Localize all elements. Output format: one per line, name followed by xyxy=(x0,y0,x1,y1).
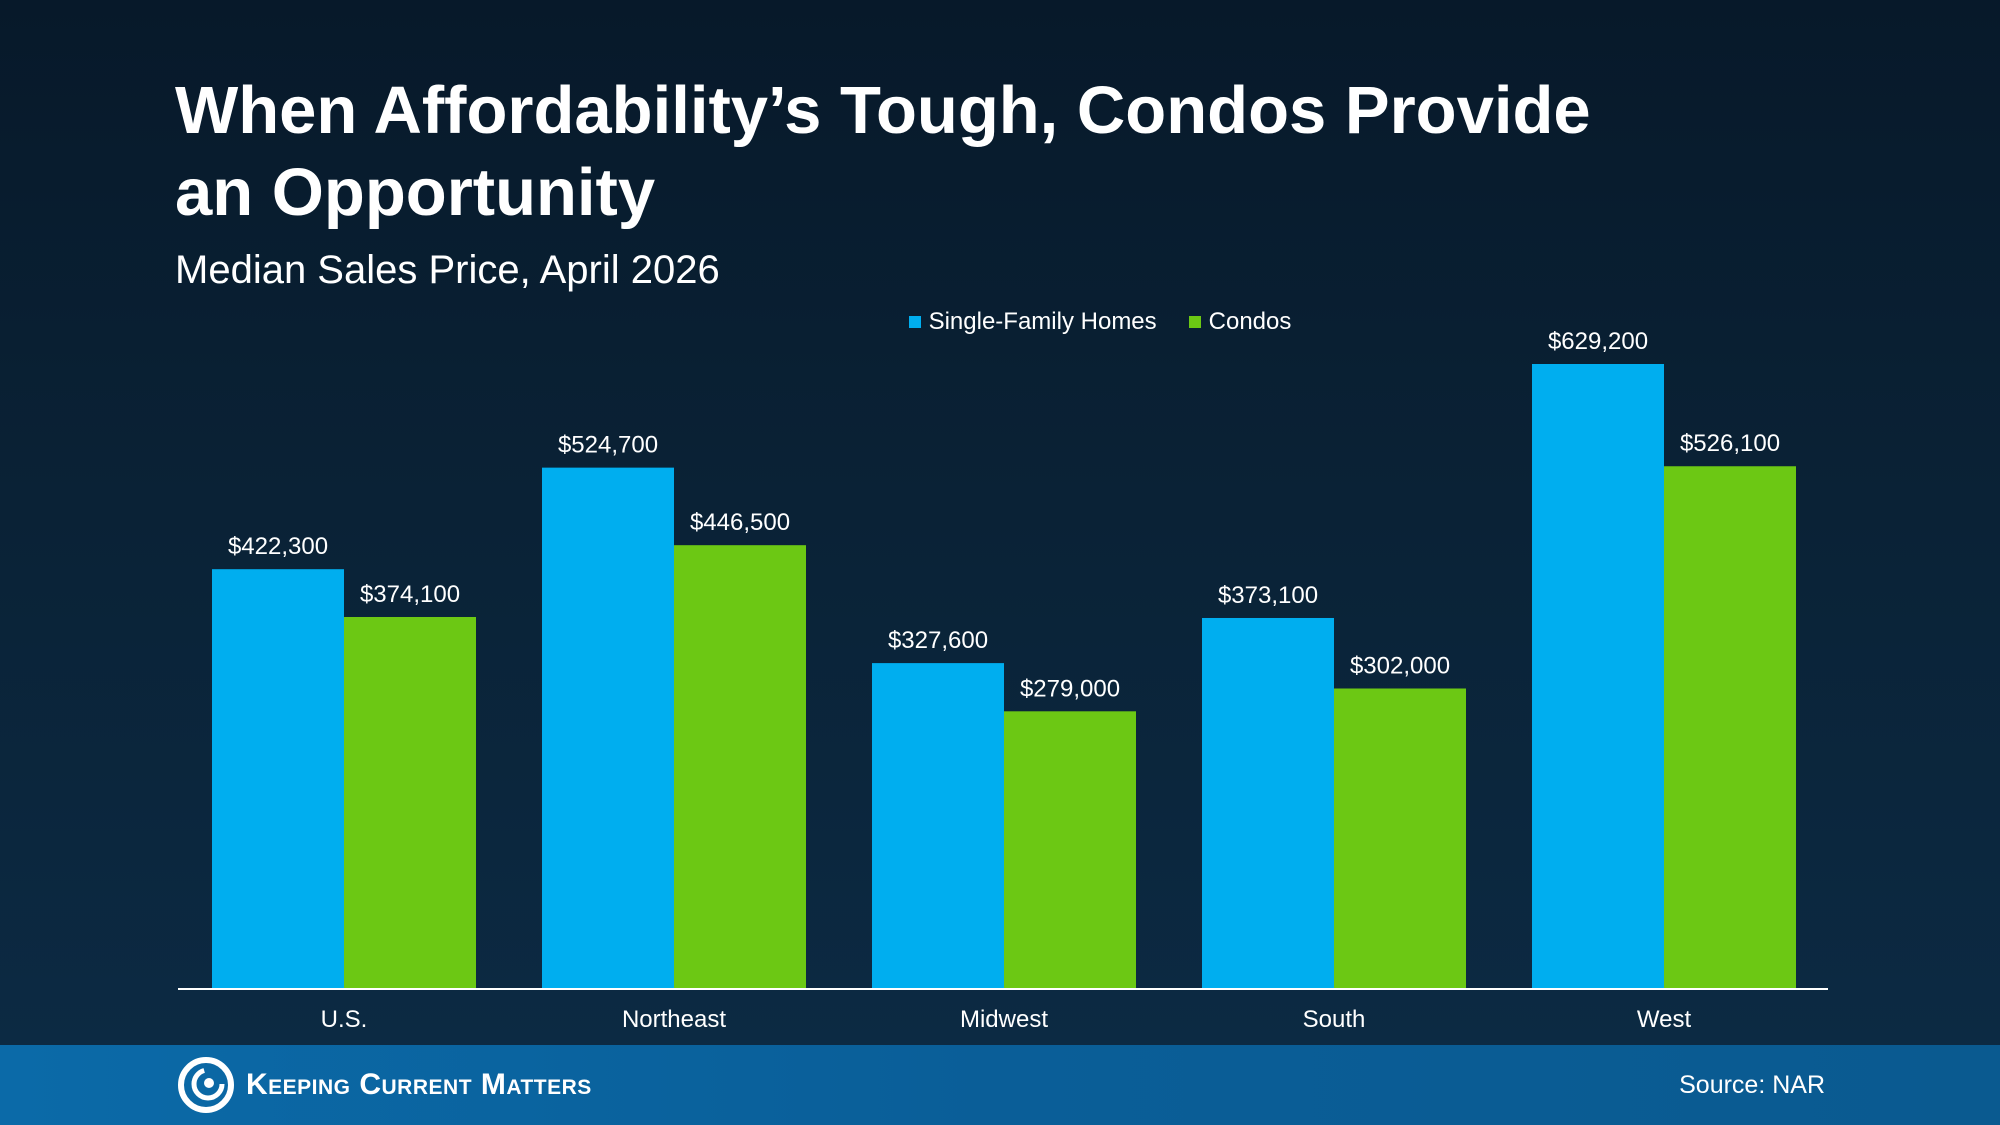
bar-condos-midwest xyxy=(1004,711,1136,988)
data-label: $524,700 xyxy=(558,432,658,459)
legend-item-condos: Condos xyxy=(1188,308,1292,336)
chart-title: When Affordability’s Tough, Condos Provi… xyxy=(175,73,1591,230)
data-label: $629,200 xyxy=(1548,328,1648,355)
bar-condos-west xyxy=(1664,466,1796,988)
bar-condos-us xyxy=(344,616,476,988)
data-label: $302,000 xyxy=(1350,652,1450,679)
bar-single-family-south xyxy=(1202,617,1334,988)
bar-single-family-midwest xyxy=(872,663,1004,988)
x-tick-label: South xyxy=(1303,1006,1366,1033)
x-tick-label: West xyxy=(1637,1006,1692,1033)
legend-item-single-family: Single-Family Homes xyxy=(908,308,1157,336)
data-label: $446,500 xyxy=(690,509,790,536)
data-label: $327,600 xyxy=(888,627,988,654)
legend-label-condos: Condos xyxy=(1208,308,1292,335)
bar-single-family-northeast xyxy=(542,467,674,988)
data-label: $422,300 xyxy=(228,533,328,560)
chart-legend: Single-Family Homes Condos xyxy=(0,308,2000,336)
legend-label-single-family: Single-Family Homes xyxy=(928,308,1157,335)
footer-bar: Keeping Current Matters Source: NAR xyxy=(0,1045,2000,1125)
brand-logo: Keeping Current Matters xyxy=(178,1057,592,1113)
bar-condos-south xyxy=(1334,688,1466,988)
bar-single-family-us xyxy=(212,569,344,988)
bar-single-family-west xyxy=(1532,364,1664,988)
data-label: $279,000 xyxy=(1020,675,1120,702)
swirl-logo-icon xyxy=(178,1057,234,1113)
x-tick-label: Northeast xyxy=(622,1006,726,1033)
brand-name: Keeping Current Matters xyxy=(246,1068,592,1101)
legend-swatch-single-family xyxy=(908,316,921,328)
bar-chart: $422,300 $374,100 U.S. $524,700 $446,500 Nort… xyxy=(212,328,1796,1033)
source-note: Source: NAR xyxy=(1679,1071,1825,1099)
chart-subtitle: Median Sales Price, April 2026 xyxy=(175,248,720,292)
legend-swatch-condos xyxy=(1188,316,1201,328)
data-label: $373,100 xyxy=(1218,582,1318,609)
data-label: $526,100 xyxy=(1680,430,1780,457)
x-tick-label: Midwest xyxy=(960,1006,1048,1033)
x-tick-label: U.S. xyxy=(321,1006,368,1033)
bar-condos-northeast xyxy=(674,545,806,988)
data-label: $374,100 xyxy=(360,581,460,608)
